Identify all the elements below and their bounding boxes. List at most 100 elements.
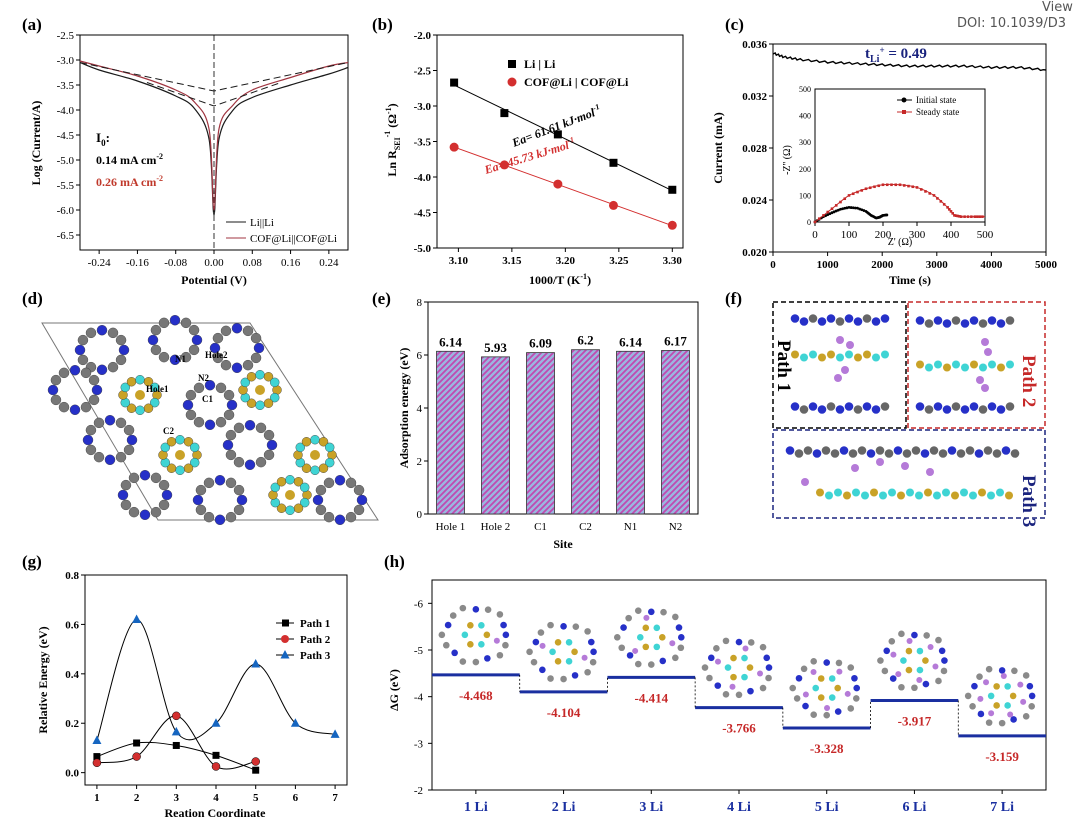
d-atom (126, 403, 137, 413)
f-atom (871, 317, 881, 326)
c-xtick-label: 1000 (817, 259, 840, 271)
f-atom (978, 488, 986, 497)
h-atom (971, 682, 978, 690)
f-atom (853, 405, 863, 414)
h-atom (483, 631, 491, 639)
f-atom (961, 363, 969, 372)
f-atom (818, 353, 826, 362)
d-atom (353, 504, 365, 516)
h-atom (672, 654, 679, 662)
g-ytick-label: 0.8 (65, 570, 79, 582)
c-inset-xtick-label: 200 (875, 229, 892, 241)
d-atom (244, 420, 256, 431)
d-atom (93, 417, 105, 429)
f-atom (821, 446, 831, 455)
d-atom (255, 370, 265, 380)
b-xtick-label: 3.10 (449, 255, 469, 267)
h-li-atom (906, 638, 913, 645)
f-atom (952, 360, 960, 369)
a-ytick-label: -3.0 (57, 55, 75, 67)
d-atom (195, 484, 207, 496)
d-atom (231, 362, 243, 373)
h-li-atom (916, 677, 923, 684)
panel-g: Reation Coordinate Relative Energy (eV) (36, 574, 348, 820)
c-inset-marker (939, 200, 943, 203)
a-xtick-label: -0.16 (126, 257, 149, 269)
h-category-label: 4 Li (727, 800, 751, 815)
panel-f-paths: Path 1 Path 2 Path 3 (772, 301, 1046, 527)
c-inset-ytick-label: 400 (799, 112, 811, 121)
d-atom (255, 400, 265, 410)
c-inset-marker (907, 184, 910, 188)
f-atom (988, 360, 996, 369)
c-inset-marker (851, 206, 855, 210)
d-atom (85, 444, 97, 456)
d-atom (158, 351, 170, 363)
h-atom (911, 631, 918, 639)
d-atom (270, 377, 280, 388)
h-atom (472, 606, 480, 613)
d-atom (300, 497, 310, 508)
c-inset-marker (894, 183, 898, 187)
h-ylabel: ΔG (eV) (387, 669, 401, 711)
e-bar-value: 6.09 (529, 336, 552, 351)
doi-text: DOI: 10.1039/D3 (957, 16, 1067, 31)
f-atom (844, 402, 854, 411)
h-atom (502, 631, 510, 639)
d-atom (192, 494, 204, 506)
g-point (93, 753, 101, 761)
f-atom (861, 491, 869, 500)
panel-label-a: (a) (22, 15, 42, 34)
c-inset-xtick-label: 300 (909, 229, 926, 241)
g-ytick-label: 0.6 (65, 619, 79, 631)
c-inset-marker (915, 186, 919, 189)
h-atom (442, 641, 450, 649)
h-li-atom (1007, 711, 1014, 718)
f-atom (938, 449, 948, 458)
c-xtick-label: 2000 (871, 259, 894, 271)
d-atom (147, 334, 159, 346)
h-category-label: 5 Li (815, 800, 839, 815)
panel-label-e: (e) (372, 289, 391, 308)
g-point (133, 739, 141, 747)
c-inset-marker (963, 215, 966, 218)
d-atom (220, 325, 232, 337)
h-atom (472, 658, 480, 666)
d-atom (96, 364, 108, 375)
b-ytick-label: -4.5 (414, 208, 432, 220)
h-atom (853, 684, 861, 692)
c-inset-marker (860, 189, 864, 192)
h-atom (526, 648, 533, 656)
f-atom (902, 449, 912, 458)
c-inset-marker (856, 190, 859, 194)
c-inset-ytick-label: 500 (799, 85, 811, 94)
h-category-label: 6 Li (903, 800, 927, 815)
f-li-atom (976, 376, 984, 384)
h-atom (653, 643, 661, 651)
d-atom (225, 449, 237, 461)
d-atom (233, 484, 245, 496)
e-xtick-label: N2 (669, 521, 682, 533)
d-atom (246, 372, 257, 382)
h-atom (916, 666, 924, 674)
b-xtick-label: 3.30 (663, 255, 683, 267)
d-atom (310, 450, 320, 460)
f-atom (826, 402, 836, 411)
g-xtick-label: 2 (134, 792, 140, 804)
view-link[interactable]: View (1042, 0, 1073, 15)
h-atom (735, 638, 743, 646)
d-atom (69, 404, 81, 415)
panel-label-c: (c) (725, 15, 744, 34)
d-atom (120, 499, 132, 511)
c-inset-marker (868, 186, 872, 190)
d-atom (191, 334, 203, 346)
d-atom (253, 342, 265, 354)
h-atom (467, 641, 474, 648)
f-atom (987, 491, 995, 500)
d-atom (50, 374, 62, 386)
h-energy-label: -3.159 (985, 749, 1019, 764)
d-atom (82, 434, 94, 446)
d-atom (203, 511, 215, 523)
h-atom (911, 684, 918, 692)
d-atom (255, 422, 267, 434)
